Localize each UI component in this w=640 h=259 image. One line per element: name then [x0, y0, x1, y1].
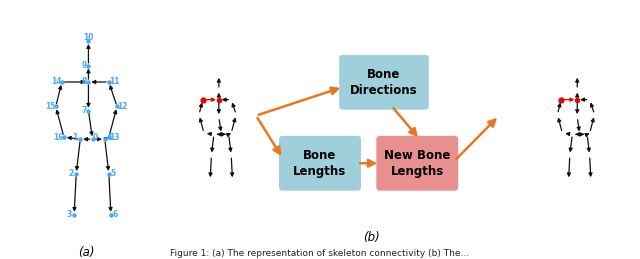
Text: (a): (a): [78, 246, 95, 259]
Text: 1: 1: [72, 133, 78, 142]
Text: 0: 0: [93, 133, 98, 142]
Text: 12: 12: [117, 102, 127, 111]
Text: 10: 10: [83, 33, 93, 42]
Text: 8: 8: [81, 77, 86, 87]
Text: 15: 15: [45, 102, 56, 111]
Text: 2: 2: [68, 169, 74, 178]
Text: Figure 1: (a) The representation of skeleton connectivity (b) The...: Figure 1: (a) The representation of skel…: [170, 249, 470, 258]
Text: 3: 3: [67, 210, 72, 219]
Text: 6: 6: [113, 210, 118, 219]
Text: 7: 7: [81, 106, 86, 115]
Text: 4: 4: [107, 133, 112, 142]
Text: 11: 11: [109, 77, 119, 87]
Text: 13: 13: [109, 133, 119, 142]
Text: Bone
Directions: Bone Directions: [350, 68, 418, 97]
Text: 9: 9: [82, 61, 87, 70]
Text: 14: 14: [52, 77, 62, 87]
Text: 16: 16: [54, 133, 64, 142]
Text: 5: 5: [111, 169, 116, 178]
Text: (b): (b): [363, 231, 380, 244]
FancyBboxPatch shape: [279, 136, 361, 191]
FancyBboxPatch shape: [339, 55, 429, 110]
Text: New Bone
Lengths: New Bone Lengths: [384, 149, 451, 178]
FancyBboxPatch shape: [376, 136, 458, 191]
Text: Bone
Lengths: Bone Lengths: [293, 149, 347, 178]
